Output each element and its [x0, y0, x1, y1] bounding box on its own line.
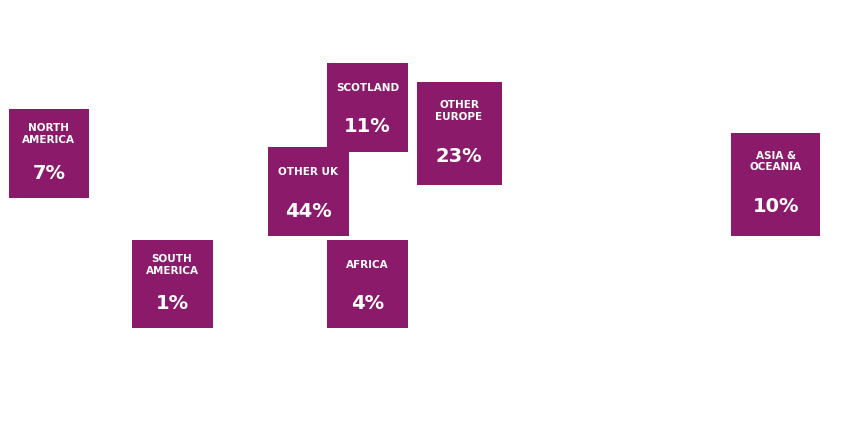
Text: OTHER
EUROPE: OTHER EUROPE	[435, 100, 483, 122]
Text: 4%: 4%	[351, 294, 384, 313]
Text: AFRICA: AFRICA	[346, 260, 389, 270]
Text: OTHER UK: OTHER UK	[278, 167, 338, 177]
Text: ASIA &
OCEANIA: ASIA & OCEANIA	[750, 151, 802, 172]
Text: SOUTH
AMERICA: SOUTH AMERICA	[145, 254, 199, 275]
Text: NORTH
AMERICA: NORTH AMERICA	[22, 123, 76, 145]
Text: 10%: 10%	[752, 197, 799, 216]
Text: 6 CONTINENTS.  41 COUNTRIES.: 6 CONTINENTS. 41 COUNTRIES.	[100, 369, 750, 403]
Text: 23%: 23%	[436, 147, 482, 166]
Text: 7%: 7%	[32, 164, 65, 183]
Text: 11%: 11%	[344, 117, 391, 136]
Text: 44%: 44%	[285, 202, 332, 221]
Text: 1%: 1%	[156, 294, 189, 313]
Text: SCOTLAND: SCOTLAND	[336, 83, 399, 93]
